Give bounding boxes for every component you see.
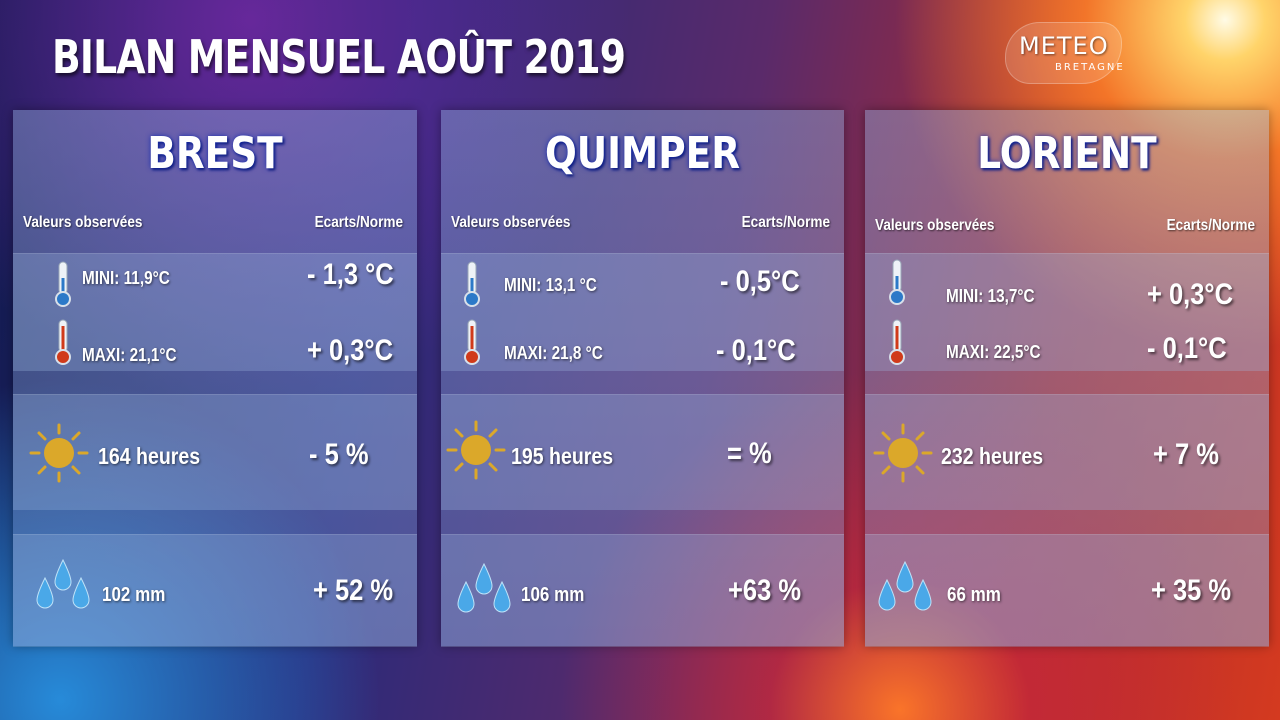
temperature-band bbox=[13, 253, 417, 371]
max-temp-label: MAXI: 21,1°C bbox=[82, 345, 177, 365]
max-temp-deviation: - 0,1°C bbox=[1147, 332, 1227, 365]
thermometer-cold-icon bbox=[55, 261, 71, 307]
observed-values-header: Valeurs observées bbox=[23, 214, 143, 231]
max-temp-label: MAXI: 22,5°C bbox=[946, 342, 1041, 362]
rainfall-deviation: + 35 % bbox=[1151, 574, 1232, 607]
rainfall-amount: 106 mm bbox=[521, 584, 585, 606]
raindrops-icon bbox=[878, 560, 932, 611]
max-temp-label: MAXI: 21,8 °C bbox=[504, 343, 603, 363]
temperature-band bbox=[865, 253, 1269, 371]
observed-values-header: Valeurs observées bbox=[451, 214, 571, 231]
brittany-map-icon bbox=[1005, 22, 1122, 84]
min-temp-label: MINI: 11,9°C bbox=[82, 268, 170, 288]
temperature-band bbox=[441, 253, 844, 371]
raindrops-icon bbox=[457, 562, 511, 613]
city-panel-lorient: LORIENT Valeurs observées Ecarts/Norme M… bbox=[865, 110, 1269, 647]
raindrops-icon bbox=[36, 558, 90, 609]
min-temp-label: MINI: 13,7°C bbox=[946, 286, 1035, 306]
sunshine-deviation: + 7 % bbox=[1153, 438, 1219, 471]
sunshine-hours: 232 heures bbox=[941, 443, 1044, 469]
logo-sub-text: BRETAGNE bbox=[1055, 62, 1125, 73]
city-panel-brest: BREST Valeurs observées Ecarts/Norme MIN… bbox=[13, 110, 417, 647]
max-temp-deviation: + 0,3°C bbox=[307, 334, 394, 367]
page-title: BILAN MENSUEL AOÛT 2019 bbox=[52, 30, 626, 84]
observed-values-header: Valeurs observées bbox=[875, 217, 995, 234]
rainfall-deviation: +63 % bbox=[728, 574, 802, 607]
city-panel-quimper: QUIMPER Valeurs observées Ecarts/Norme M… bbox=[441, 110, 844, 647]
thermometer-hot-icon bbox=[55, 319, 71, 365]
city-name: LORIENT bbox=[977, 128, 1157, 179]
sun-icon bbox=[29, 423, 89, 483]
sun-icon bbox=[873, 423, 933, 483]
city-name: QUIMPER bbox=[544, 128, 741, 179]
min-temp-label: MINI: 13,1 °C bbox=[504, 275, 597, 295]
sunshine-hours: 195 heures bbox=[511, 443, 614, 469]
thermometer-hot-icon bbox=[464, 319, 480, 365]
thermometer-hot-icon bbox=[889, 319, 905, 365]
meteo-bretagne-logo: METEO BRETAGNE bbox=[1005, 10, 1125, 100]
deviation-header: Ecarts/Norme bbox=[741, 214, 830, 231]
min-temp-deviation: + 0,3°C bbox=[1147, 278, 1234, 311]
sunshine-band bbox=[441, 394, 844, 510]
deviation-header: Ecarts/Norme bbox=[314, 214, 403, 231]
thermometer-cold-icon bbox=[889, 259, 905, 305]
sunshine-deviation: - 5 % bbox=[309, 438, 369, 471]
rainfall-amount: 66 mm bbox=[947, 584, 1001, 606]
thermometer-cold-icon bbox=[464, 261, 480, 307]
rainfall-deviation: + 52 % bbox=[313, 574, 394, 607]
sunshine-hours: 164 heures bbox=[98, 443, 201, 469]
sun-icon bbox=[446, 420, 506, 480]
min-temp-deviation: - 1,3 °C bbox=[307, 258, 394, 291]
rainfall-band bbox=[865, 534, 1269, 647]
logo-main-text: METEO bbox=[1019, 32, 1109, 60]
deviation-header: Ecarts/Norme bbox=[1166, 217, 1255, 234]
sunshine-deviation: = % bbox=[727, 437, 772, 470]
rainfall-band bbox=[441, 534, 844, 647]
min-temp-deviation: - 0,5°C bbox=[720, 265, 800, 298]
max-temp-deviation: - 0,1°C bbox=[716, 334, 796, 367]
rainfall-amount: 102 mm bbox=[102, 584, 166, 606]
sunshine-band bbox=[865, 394, 1269, 510]
city-name: BREST bbox=[147, 128, 283, 179]
